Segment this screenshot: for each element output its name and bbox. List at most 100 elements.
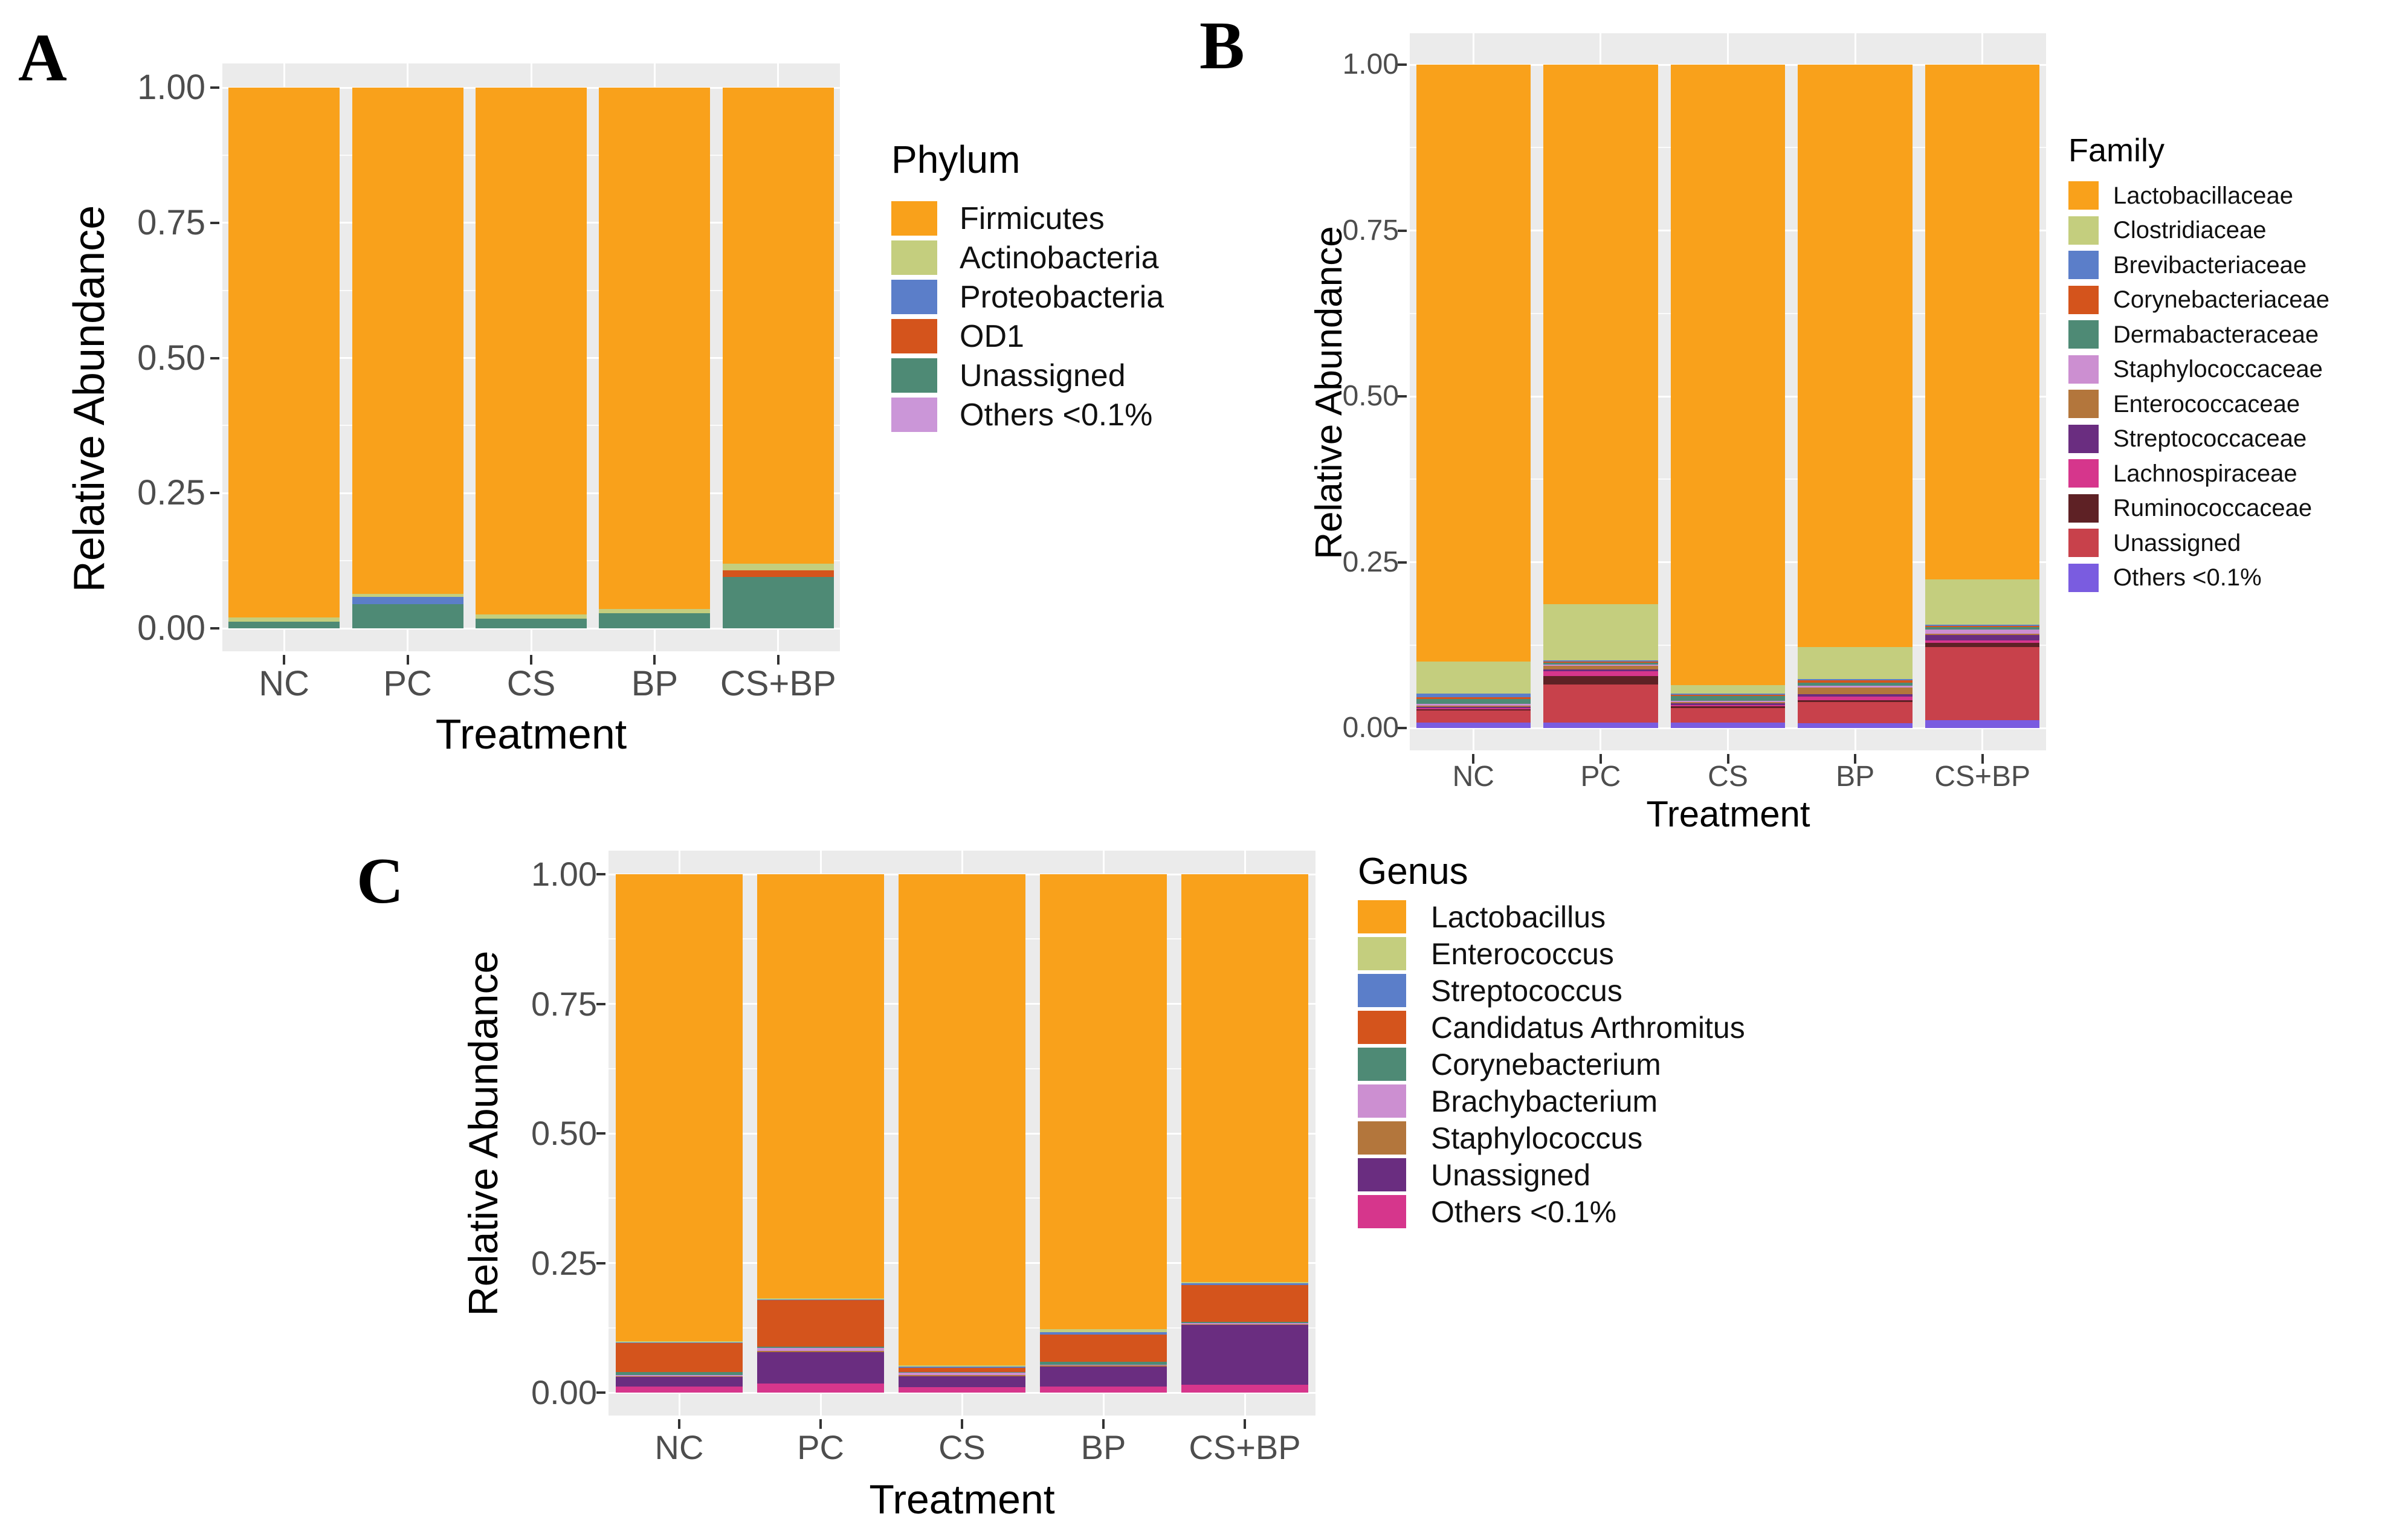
bar-b-CS+BP-segment: [1925, 65, 2040, 580]
legend-swatch: [2068, 251, 2099, 279]
bar-c-NC-segment: [615, 1377, 743, 1387]
bar-b-BP-segment: [1798, 694, 1913, 697]
legend-label: Proteobacteria: [960, 279, 1164, 315]
bar-b-PC-segment: [1543, 604, 1658, 660]
x-tick-label: BP: [1080, 1428, 1126, 1466]
legend-label: Streptococcus: [1431, 973, 1622, 1008]
bar-b-NC-segment: [1416, 709, 1531, 711]
bar-b-BP-segment: [1798, 647, 1913, 679]
legend-swatch: [2068, 390, 2099, 418]
y-axis-tick: [1398, 63, 1407, 66]
bar-b-PC-segment: [1543, 671, 1658, 677]
y-tick-label: 0.00: [1342, 712, 1399, 744]
legend-swatch: [891, 398, 937, 432]
legend-swatch: [891, 280, 937, 314]
legend-label: Lactobacillaceae: [2113, 182, 2293, 209]
bar-a-CS+BP-segment: [722, 564, 834, 571]
y-tick-label: 0.75: [1342, 214, 1399, 246]
y-tick-label: 1.00: [1342, 48, 1399, 80]
x-tick-label: CS: [938, 1428, 986, 1466]
bar-c-BP-segment: [1039, 1365, 1167, 1367]
bar-b-BP-segment: [1798, 702, 1913, 724]
y-axis-tick: [596, 1261, 605, 1265]
bar-b-CS+BP-segment: [1925, 634, 2040, 636]
y-tick-label: 0.25: [1342, 546, 1399, 578]
legend-swatch: [1358, 1195, 1406, 1228]
legend-title-family: Family: [2068, 132, 2164, 169]
bar-c-CS+BP-segment: [1181, 1284, 1309, 1323]
bar-c-CS+BP-segment: [1181, 1283, 1309, 1285]
bar-b-NC-segment: [1416, 65, 1531, 662]
bar-c-CS-segment: [898, 1365, 1026, 1367]
x-tick-label: BP: [1836, 761, 1875, 793]
bar-b-CS-segment: [1670, 693, 1786, 695]
bar-c-CS-segment: [898, 1367, 1026, 1372]
y-axis-tick: [1398, 229, 1407, 232]
bar-b-NC-segment: [1416, 697, 1531, 699]
legend-label: Staphylococcus: [1431, 1121, 1643, 1155]
bar-b-CS+BP-segment: [1925, 635, 2040, 641]
y-tick-label: 1.00: [137, 68, 205, 107]
bar-a-CS-segment: [476, 614, 587, 619]
bar-c-CS-segment: [898, 1373, 1026, 1375]
y-axis-tick: [210, 221, 219, 224]
x-axis-title: Treatment: [1646, 794, 1810, 834]
x-tick-label: NC: [654, 1428, 704, 1466]
bar-b-NC-segment: [1416, 705, 1531, 707]
x-axis-tick: [1854, 754, 1857, 764]
legend-label: Corynebacterium: [1431, 1047, 1661, 1081]
legend-label: Enterococcaceae: [2113, 390, 2300, 417]
y-axis-tick: [1398, 395, 1407, 398]
bar-c-BP-segment: [1039, 874, 1167, 1330]
bar-b-BP-segment: [1798, 697, 1913, 700]
bar-c-PC-segment: [757, 1298, 885, 1300]
bar-c-NC-segment: [615, 874, 743, 1342]
legend-swatch: [2068, 320, 2099, 349]
legend-label: Dermabacteraceae: [2113, 321, 2319, 348]
major-gridline: [609, 1391, 1315, 1394]
bar-b-CS+BP-segment: [1925, 647, 2040, 720]
bar-c-CS+BP-segment: [1181, 1323, 1309, 1324]
legend-label: OD1: [960, 318, 1024, 354]
bar-b-NC-segment: [1416, 710, 1531, 723]
legend-label: Candidatus Arthromitus: [1431, 1010, 1745, 1045]
bar-c-PC-segment: [757, 1347, 885, 1348]
bar-c-NC-segment: [615, 1374, 743, 1376]
y-axis-tick: [210, 492, 219, 495]
legend-swatch: [2068, 355, 2099, 384]
panel-label-b: B: [1199, 8, 1245, 83]
bar-b-NC-segment: [1416, 723, 1531, 728]
y-axis-tick: [210, 86, 219, 89]
bar-c-NC-segment: [615, 1341, 743, 1342]
legend-label: Brevibacteriaceae: [2113, 251, 2307, 279]
bar-b-PC-segment: [1543, 665, 1658, 670]
legend-swatch: [1358, 1048, 1406, 1081]
x-tick-label: CS+BP: [720, 664, 836, 703]
bar-b-NC-segment: [1416, 704, 1531, 706]
bar-b-BP-segment: [1798, 700, 1913, 703]
x-axis-tick: [819, 1419, 822, 1429]
bar-b-BP-segment: [1798, 723, 1913, 728]
bar-c-PC-segment: [757, 1300, 885, 1347]
legend-label: Brachybacterium: [1431, 1084, 1658, 1118]
bar-c-PC-segment: [757, 1352, 885, 1384]
bar-c-NC-segment: [615, 1386, 743, 1393]
bar-b-PC-segment: [1543, 684, 1658, 723]
legend-swatch: [2068, 424, 2099, 453]
bar-c-CS+BP-segment: [1181, 1325, 1309, 1385]
bar-c-BP-segment: [1039, 1332, 1167, 1335]
y-tick-label: 0.25: [137, 473, 205, 513]
bar-b-CS-segment: [1670, 700, 1786, 703]
bar-b-CS-segment: [1670, 702, 1786, 704]
bar-b-PC-segment: [1543, 676, 1658, 685]
bar-b-PC-segment: [1543, 664, 1658, 666]
bar-c-NC-segment: [615, 1343, 743, 1372]
major-gridline: [1410, 727, 2046, 729]
bar-c-CS-segment: [898, 874, 1026, 1365]
legend-label: Actinobacteria: [960, 240, 1159, 275]
legend-title-phylum: Phylum: [891, 138, 1021, 181]
legend-swatch: [1358, 900, 1406, 933]
bar-b-CS+BP-segment: [1925, 579, 2040, 625]
bar-b-BP-segment: [1798, 678, 1913, 680]
y-axis-title: Relative Abundance: [460, 950, 506, 1316]
